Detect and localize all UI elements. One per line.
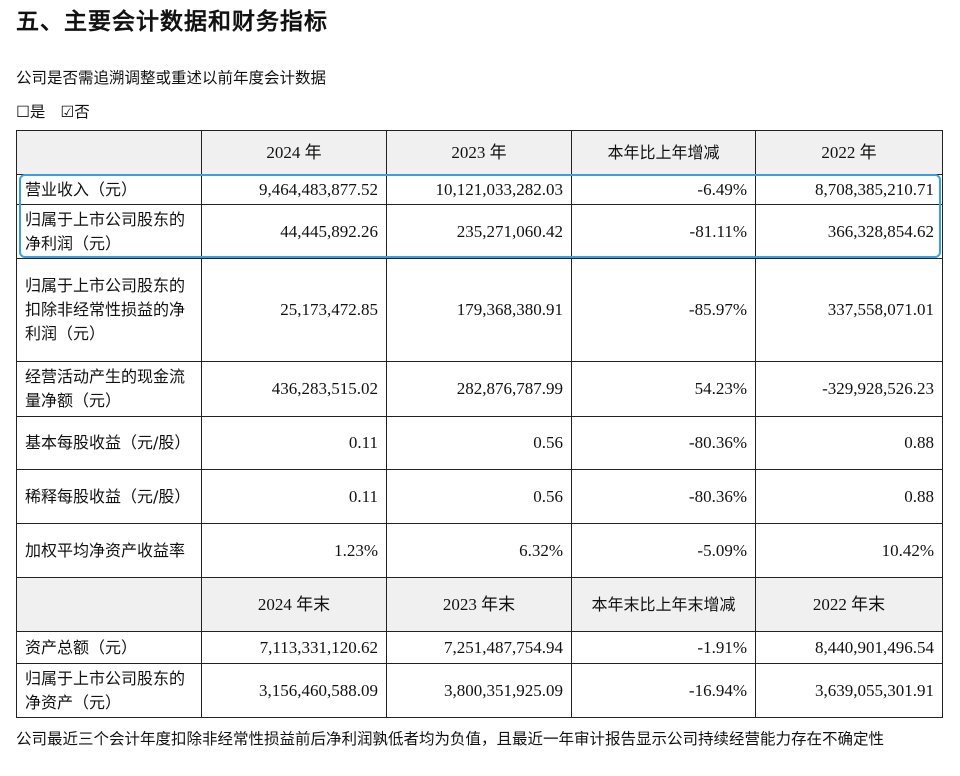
table-row: 稀释每股收益（元/股） 0.11 0.56 -80.36% 0.88: [16, 469, 943, 524]
table-cell: -16.94%: [571, 663, 756, 718]
table-cell: -85.97%: [571, 258, 756, 362]
table-cell: 436,283,515.02: [201, 361, 387, 417]
table-cell: 8,440,901,496.54: [755, 631, 943, 664]
table-cell: 282,876,787.99: [386, 361, 572, 417]
header-blank-cell: [16, 577, 202, 632]
table-cell: 337,558,071.01: [755, 258, 943, 362]
table-cell: 3,800,351,925.09: [386, 663, 572, 718]
table-cell: -81.11%: [571, 204, 756, 259]
row-label-basic-eps: 基本每股收益（元/股）: [16, 416, 202, 470]
table-row: 营业收入（元） 9,464,483,877.52 10,121,033,282.…: [16, 174, 943, 205]
financial-indicators-table: 2024 年 2023 年 本年比上年增减 2022 年 营业收入（元） 9,4…: [16, 130, 943, 718]
table-row: 归属于上市公司股东的扣除非经常性损益的净利润（元） 25,173,472.85 …: [16, 258, 943, 362]
header-2022-end: 2022 年末: [755, 577, 943, 632]
table-cell: 0.88: [755, 416, 943, 470]
table-cell: 10.42%: [755, 523, 943, 578]
table-cell: 10,121,033,282.03: [386, 174, 572, 205]
table-row: 基本每股收益（元/股） 0.11 0.56 -80.36% 0.88: [16, 416, 943, 470]
table-header-row-yearend: 2024 年末 2023 年末 本年末比上年末增减 2022 年末: [16, 577, 943, 632]
row-label-net-profit: 归属于上市公司股东的净利润（元）: [16, 204, 202, 259]
table-cell: 25,173,472.85: [201, 258, 387, 362]
table-cell: -6.49%: [571, 174, 756, 205]
table-row: 归属于上市公司股东的净利润（元） 44,445,892.26 235,271,0…: [16, 204, 943, 259]
table-cell: -1.91%: [571, 631, 756, 664]
table-cell: 54.23%: [571, 361, 756, 417]
table-cell: 44,445,892.26: [201, 204, 387, 259]
restate-question: 公司是否需追溯调整或重述以前年度会计数据: [16, 69, 327, 87]
table-cell: -329,928,526.23: [755, 361, 943, 417]
option-yes-label: 是: [29, 103, 46, 121]
row-label-net-assets: 归属于上市公司股东的净资产（元）: [16, 663, 202, 718]
header-2024: 2024 年: [201, 130, 387, 175]
option-no[interactable]: ☑否: [60, 100, 89, 122]
table-cell: 9,464,483,877.52: [201, 174, 387, 205]
checkbox-checked-icon[interactable]: ☑: [60, 103, 75, 121]
row-label-revenue: 营业收入（元）: [16, 174, 202, 205]
option-no-label: 否: [74, 103, 90, 121]
table-cell: 0.88: [755, 469, 943, 524]
row-label-net-profit-excl: 归属于上市公司股东的扣除非经常性损益的净利润（元）: [16, 258, 202, 362]
table-cell: -80.36%: [571, 469, 756, 524]
row-label-operating-cash-flow: 经营活动产生的现金流量净额（元）: [16, 361, 202, 417]
restate-options: ☐是 ☑否: [16, 100, 100, 122]
table-cell: -5.09%: [571, 523, 756, 578]
table-cell: 0.56: [386, 416, 572, 470]
table-row: 加权平均净资产收益率 1.23% 6.32% -5.09% 10.42%: [16, 523, 943, 578]
table-cell: 0.11: [201, 416, 387, 470]
table-row: 资产总额（元） 7,113,331,120.62 7,251,487,754.9…: [16, 631, 943, 664]
table-header-row: 2024 年 2023 年 本年比上年增减 2022 年: [16, 130, 943, 175]
table-cell: 179,368,380.91: [386, 258, 572, 362]
table-cell: 0.56: [386, 469, 572, 524]
table-cell: 366,328,854.62: [755, 204, 943, 259]
option-yes[interactable]: ☐是: [16, 100, 45, 122]
header-2023: 2023 年: [386, 130, 572, 175]
table-row: 经营活动产生的现金流量净额（元） 436,283,515.02 282,876,…: [16, 361, 943, 417]
table-cell: 7,251,487,754.94: [386, 631, 572, 664]
row-label-diluted-eps: 稀释每股收益（元/股）: [16, 469, 202, 524]
header-2023-end: 2023 年末: [386, 577, 572, 632]
table-row: 归属于上市公司股东的净资产（元） 3,156,460,588.09 3,800,…: [16, 663, 943, 718]
table-cell: 7,113,331,120.62: [201, 631, 387, 664]
table-cell: 6.32%: [386, 523, 572, 578]
table-cell: 3,639,055,301.91: [755, 663, 943, 718]
table-cell: -80.36%: [571, 416, 756, 470]
header-yoy-change: 本年比上年增减: [571, 130, 756, 175]
checkbox-unchecked-icon[interactable]: ☐: [16, 103, 30, 121]
table-cell: 3,156,460,588.09: [201, 663, 387, 718]
footer-note: 公司最近三个会计年度扣除非经常性损益前后净利润孰低者均为负值，且最近一年审计报告…: [16, 730, 885, 748]
row-label-total-assets: 资产总额（元）: [16, 631, 202, 664]
table-cell: 0.11: [201, 469, 387, 524]
header-2022: 2022 年: [755, 130, 943, 175]
header-yearend-change: 本年末比上年末增减: [571, 577, 756, 632]
header-2024-end: 2024 年末: [201, 577, 387, 632]
row-label-roe: 加权平均净资产收益率: [16, 523, 202, 578]
header-blank-cell: [16, 130, 202, 175]
section-title: 五、主要会计数据和财务指标: [16, 9, 328, 35]
table-cell: 1.23%: [201, 523, 387, 578]
table-cell: 8,708,385,210.71: [755, 174, 943, 205]
table-cell: 235,271,060.42: [386, 204, 572, 259]
